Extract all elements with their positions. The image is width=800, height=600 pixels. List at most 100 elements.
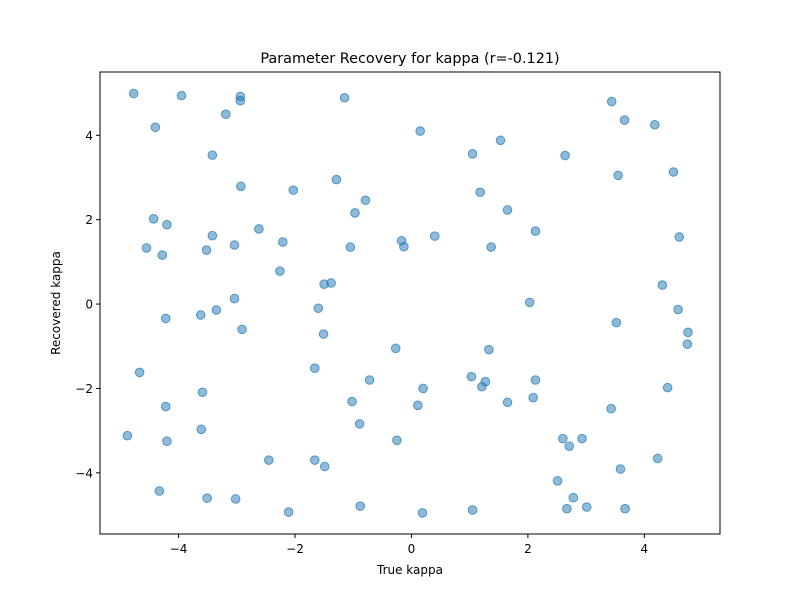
data-point bbox=[134, 367, 145, 378]
data-point bbox=[197, 387, 208, 398]
data-point bbox=[207, 150, 218, 160]
data-point bbox=[264, 455, 274, 465]
data-point bbox=[229, 240, 240, 250]
x-axis-ticks: −4 −2 0 2 4 bbox=[170, 534, 648, 556]
data-point bbox=[613, 170, 623, 181]
data-point bbox=[148, 214, 159, 224]
data-point bbox=[560, 150, 570, 161]
y-tick-label: −2 bbox=[75, 382, 93, 396]
data-point bbox=[275, 266, 285, 276]
data-point bbox=[577, 433, 587, 444]
data-point bbox=[313, 303, 324, 314]
data-point bbox=[196, 424, 207, 435]
data-point bbox=[254, 224, 264, 234]
y-tick-label: 2 bbox=[85, 213, 93, 227]
data-point bbox=[230, 494, 241, 504]
x-tick-label: −2 bbox=[286, 542, 304, 556]
data-point bbox=[418, 383, 428, 394]
data-point bbox=[662, 382, 673, 393]
data-point bbox=[355, 501, 366, 511]
data-point bbox=[620, 503, 630, 514]
data-point bbox=[467, 505, 478, 515]
data-point bbox=[278, 237, 288, 247]
data-point bbox=[318, 329, 329, 339]
data-point bbox=[619, 115, 630, 125]
data-point bbox=[392, 435, 402, 446]
data-point bbox=[160, 401, 171, 412]
chart-title: Parameter Recovery for kappa (r=-0.121) bbox=[260, 51, 559, 67]
data-point bbox=[319, 461, 330, 472]
x-tick-label: 0 bbox=[408, 542, 416, 556]
data-point bbox=[202, 493, 212, 503]
data-point bbox=[477, 381, 487, 392]
data-point bbox=[606, 96, 617, 107]
data-point bbox=[154, 486, 165, 496]
data-point bbox=[611, 317, 622, 328]
data-point bbox=[141, 243, 152, 253]
data-point bbox=[673, 304, 683, 315]
data-point bbox=[466, 371, 477, 382]
data-point bbox=[606, 403, 616, 414]
data-point bbox=[668, 167, 679, 177]
data-point bbox=[310, 363, 320, 373]
data-point bbox=[162, 436, 172, 446]
data-point bbox=[326, 278, 336, 288]
data-point bbox=[682, 339, 693, 349]
data-point bbox=[390, 343, 401, 354]
data-point bbox=[413, 400, 423, 411]
data-point bbox=[467, 149, 478, 159]
data-point bbox=[528, 392, 538, 403]
data-point bbox=[195, 310, 206, 320]
data-point bbox=[354, 419, 365, 429]
data-point bbox=[339, 92, 350, 103]
data-point bbox=[207, 230, 218, 241]
data-point bbox=[502, 397, 513, 408]
y-tick-label: 4 bbox=[85, 129, 93, 143]
x-tick-label: −4 bbox=[170, 542, 188, 556]
data-point bbox=[581, 502, 592, 512]
plot-area-frame bbox=[99, 71, 721, 535]
data-point bbox=[310, 455, 320, 465]
data-point bbox=[650, 119, 660, 130]
data-point bbox=[128, 88, 139, 99]
data-point bbox=[211, 305, 222, 315]
data-point bbox=[524, 297, 535, 308]
data-point bbox=[122, 430, 133, 441]
data-point bbox=[484, 344, 494, 355]
x-tick-label: 4 bbox=[640, 542, 648, 556]
data-point bbox=[236, 181, 246, 192]
data-point bbox=[652, 453, 663, 464]
data-point bbox=[347, 396, 357, 407]
data-point bbox=[564, 441, 575, 452]
data-points bbox=[122, 88, 693, 518]
data-point bbox=[683, 327, 693, 338]
data-point bbox=[486, 242, 497, 252]
data-point bbox=[417, 508, 428, 518]
data-point bbox=[235, 95, 246, 106]
data-point bbox=[429, 231, 440, 241]
data-point bbox=[364, 375, 375, 385]
x-tick-label: 2 bbox=[524, 542, 532, 556]
data-point bbox=[288, 185, 299, 195]
data-point bbox=[176, 90, 187, 101]
y-axis-label: Recovered kappa bbox=[49, 251, 63, 355]
data-point bbox=[220, 109, 231, 119]
y-axis-ticks: −4 −2 0 2 4 bbox=[75, 129, 100, 480]
data-point bbox=[345, 242, 356, 252]
data-point bbox=[360, 195, 371, 206]
data-point bbox=[562, 503, 572, 514]
data-point bbox=[415, 126, 425, 136]
data-point bbox=[350, 208, 360, 218]
y-tick-label: 0 bbox=[85, 298, 93, 312]
data-point bbox=[157, 250, 168, 260]
data-point bbox=[399, 241, 409, 252]
data-point bbox=[657, 280, 668, 290]
data-point bbox=[568, 492, 579, 503]
data-point bbox=[530, 375, 541, 385]
data-point bbox=[530, 226, 541, 236]
data-point bbox=[283, 507, 294, 517]
y-tick-label: −4 bbox=[75, 466, 93, 480]
data-point bbox=[160, 313, 171, 324]
data-point bbox=[552, 476, 563, 486]
